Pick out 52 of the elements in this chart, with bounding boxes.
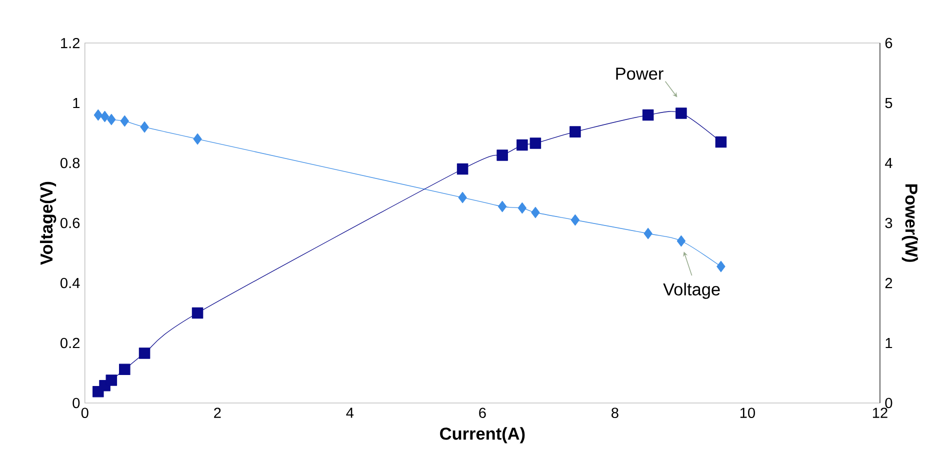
point	[518, 202, 527, 214]
point	[716, 260, 726, 272]
x-tick-label: 4	[346, 408, 354, 418]
y2-tick-label: 0	[885, 398, 892, 408]
y2-tick-label: 2	[885, 278, 892, 288]
point	[140, 121, 149, 133]
point	[570, 126, 581, 138]
point	[107, 114, 116, 126]
y-tick-label: 0.2	[60, 338, 80, 348]
x-tick-label: 6	[479, 408, 486, 418]
point	[192, 307, 204, 319]
point	[530, 138, 542, 149]
x-axis-title: Current(A)	[440, 427, 525, 444]
x-tick-label: 8	[612, 408, 618, 418]
y2-tick-label: 5	[885, 98, 892, 108]
point	[498, 200, 507, 212]
series-label: Voltage	[663, 282, 720, 299]
y2-tick-label: 3	[885, 218, 892, 228]
point	[458, 192, 467, 204]
x-tick-label: 12	[872, 408, 888, 418]
point	[676, 108, 687, 119]
point	[496, 150, 508, 161]
point	[676, 235, 686, 247]
point	[138, 348, 150, 359]
series-label: Power	[616, 68, 664, 80]
point	[715, 136, 727, 148]
y2-axis-title: Power(W)	[902, 184, 918, 262]
point	[644, 228, 652, 240]
y-tick-label: 0.4	[60, 278, 80, 288]
y2-tick-label: 1	[886, 338, 892, 348]
point	[456, 163, 468, 175]
x-tick-label: 0	[81, 408, 88, 418]
point	[106, 374, 118, 386]
point	[94, 109, 102, 121]
y-tick-label: 0	[72, 398, 80, 408]
point	[531, 206, 540, 218]
x-tick-label: 10	[740, 408, 755, 418]
y-tick-label: 1	[73, 98, 80, 108]
point	[193, 133, 202, 145]
y-tick-label: 0.8	[60, 158, 80, 168]
y2-tick-label: 6	[885, 38, 892, 48]
point	[120, 115, 129, 127]
point	[642, 109, 654, 121]
point	[516, 139, 528, 151]
y-axis-title: Voltage(V)	[40, 182, 56, 265]
y2-tick-label: 4	[884, 158, 892, 168]
y-tick-label: 1.2	[61, 38, 80, 48]
point	[570, 214, 580, 226]
point	[100, 110, 110, 122]
point	[119, 364, 130, 376]
x-tick-label: 2	[214, 408, 221, 418]
y-tick-label: 0.6	[60, 218, 80, 228]
